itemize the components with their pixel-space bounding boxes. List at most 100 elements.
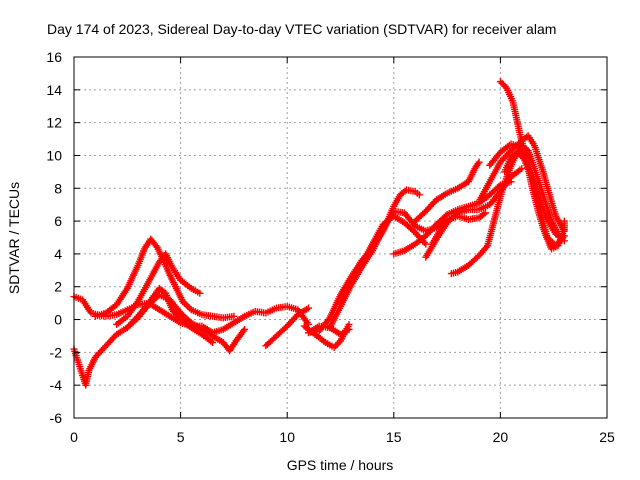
series-track	[434, 190, 449, 203]
y-tick-label: -2	[50, 344, 63, 360]
series-track	[413, 233, 428, 247]
series-track	[93, 343, 108, 360]
series-arc-h	[300, 320, 353, 351]
series-track	[178, 317, 193, 330]
data-point	[230, 312, 238, 320]
series-track	[189, 307, 204, 318]
series-track	[477, 210, 488, 221]
series-track	[338, 323, 352, 343]
series-track	[135, 247, 148, 267]
series-track	[170, 307, 183, 322]
series-arc-d	[113, 250, 204, 328]
series-track	[173, 286, 186, 304]
data-point	[475, 158, 483, 166]
series-track	[560, 219, 568, 231]
grid	[74, 57, 607, 418]
series-track	[157, 307, 172, 319]
series-track	[189, 325, 204, 337]
series-arc-c	[91, 235, 238, 322]
x-tick-label: 0	[70, 429, 78, 445]
series-track	[189, 286, 202, 296]
series-track	[285, 312, 300, 328]
series-track	[472, 160, 482, 171]
series-arc-m	[411, 158, 483, 225]
series-track	[487, 160, 503, 184]
series-track	[450, 269, 460, 277]
series-track	[313, 332, 328, 345]
series-track	[161, 259, 173, 277]
series-track	[243, 308, 257, 319]
series-track	[487, 150, 503, 168]
series-track	[525, 134, 537, 148]
series-track	[332, 339, 343, 350]
series-track	[465, 167, 478, 184]
y-axis-label: SDTVAR / TECUs	[6, 182, 22, 294]
series-track	[135, 280, 152, 303]
series-track	[359, 242, 375, 266]
series-arc-q	[475, 132, 568, 235]
series-track	[445, 185, 460, 196]
series-track	[296, 305, 311, 317]
series-track	[148, 237, 160, 250]
series-track	[227, 339, 239, 353]
series-track	[429, 227, 444, 246]
plot-area	[70, 78, 568, 389]
series-track	[487, 182, 503, 197]
series-track	[498, 141, 513, 155]
series-track	[232, 313, 247, 326]
series-track	[114, 314, 129, 327]
series-track	[554, 231, 564, 240]
data-point	[422, 240, 430, 248]
series-track	[504, 158, 516, 179]
series-track	[402, 220, 418, 235]
y-tick-label: 6	[54, 213, 62, 229]
data-point	[241, 325, 249, 333]
series-track	[178, 310, 194, 325]
data-point	[518, 165, 526, 173]
series-track	[550, 243, 560, 252]
series-arc-b	[70, 291, 249, 389]
series-track	[491, 195, 504, 223]
y-tick-label: 12	[46, 115, 62, 131]
x-axis-label: GPS time / hours	[287, 457, 394, 473]
series-track	[125, 314, 140, 330]
series-track	[370, 222, 386, 246]
series-track	[86, 355, 98, 372]
x-tick-label: 20	[493, 429, 509, 445]
y-tick-label: 0	[54, 312, 62, 328]
series-track	[125, 299, 141, 318]
data-point	[415, 191, 423, 199]
series-track	[456, 263, 471, 275]
axis-ticks: 0 5 10 15 20 25 -6 -4 -2 0 2 4 6 8 10 12 14 16	[46, 49, 615, 445]
series-track	[167, 273, 179, 290]
data-point	[558, 234, 566, 241]
series-track	[434, 212, 450, 227]
data-point	[411, 229, 419, 237]
series-arc-f	[262, 304, 313, 350]
series-arc-p	[447, 142, 568, 278]
series-track	[438, 217, 452, 232]
series-track	[509, 149, 520, 160]
series-arc-o	[428, 209, 489, 248]
series-track	[189, 320, 204, 332]
series-track	[504, 86, 516, 105]
series-track	[200, 332, 215, 345]
series-arc-t	[501, 148, 566, 241]
series-track	[124, 263, 141, 290]
x-tick-label: 5	[177, 429, 185, 445]
series-track	[146, 260, 162, 284]
data-point	[305, 304, 313, 312]
series-track	[502, 155, 514, 174]
series-track	[75, 360, 86, 377]
series-track	[531, 144, 546, 174]
series-track	[221, 320, 236, 332]
series-track	[168, 313, 183, 326]
series-track	[169, 265, 183, 282]
series-track	[104, 302, 119, 316]
data-point	[560, 217, 568, 225]
series-track	[264, 305, 278, 316]
series-track	[423, 222, 439, 238]
series-track	[328, 325, 343, 337]
y-tick-label: 8	[54, 180, 62, 196]
